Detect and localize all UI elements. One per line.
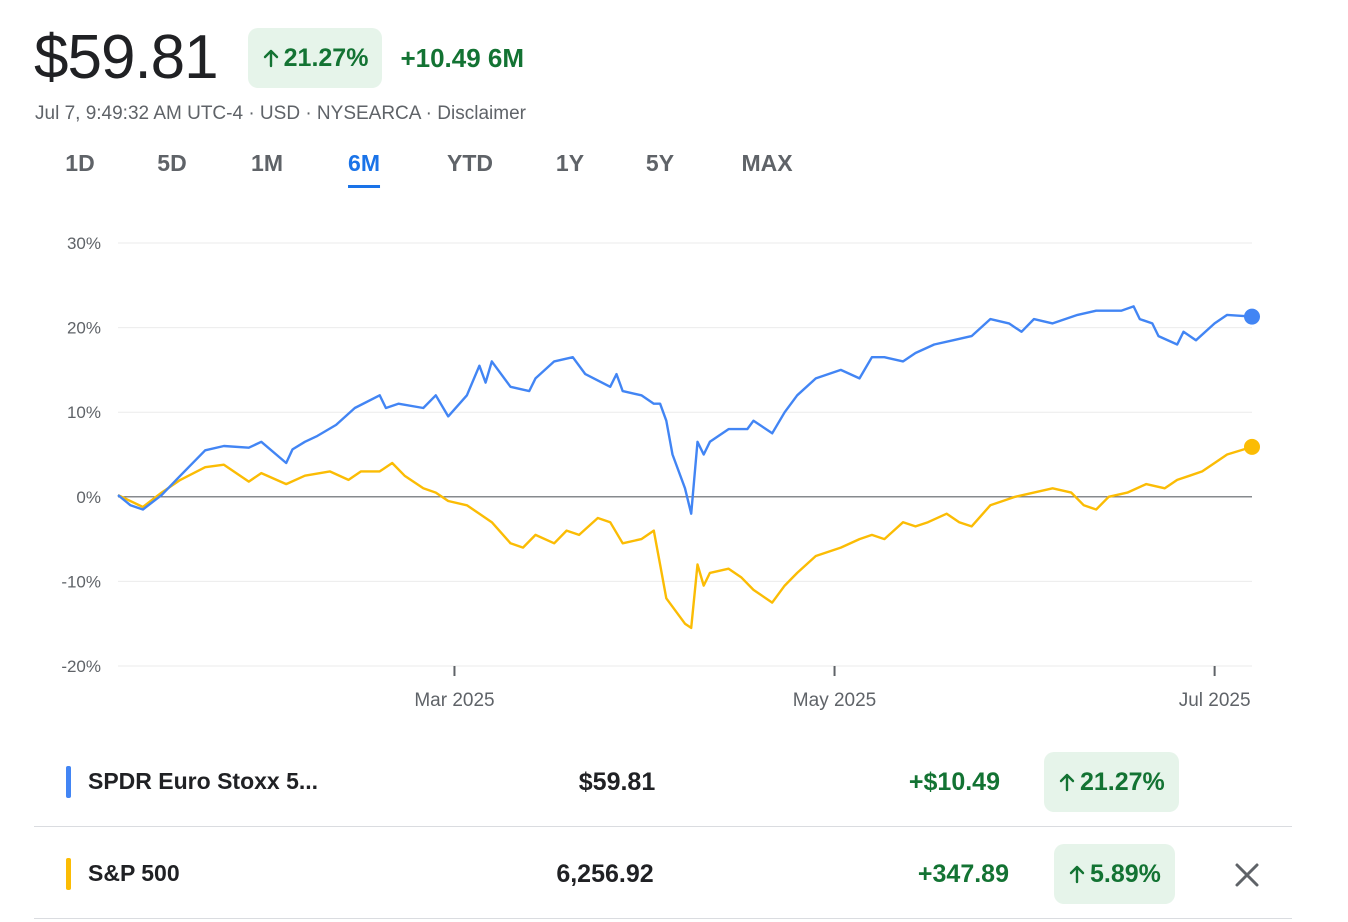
legend-row-primary[interactable]: SPDR Euro Stoxx 5... $59.81 +$10.49 21.2… [34, 738, 1292, 827]
x-tick-label: Jul 2025 [1179, 690, 1251, 711]
series-name: S&P 500 [88, 860, 180, 886]
tab-5d[interactable]: 5D [157, 150, 187, 176]
y-tick-label: 30% [67, 234, 101, 253]
series-change: +$10.49 [908, 768, 1000, 796]
series-end-point-primary [1244, 308, 1260, 325]
series-price: 6,256.92 [556, 860, 654, 888]
price-header: $59.81 21.27% +10.49 6M [34, 22, 524, 94]
y-tick-label: 10% [67, 403, 101, 422]
tab-max[interactable]: MAX [741, 150, 793, 176]
close-icon[interactable] [1232, 860, 1262, 890]
series-end-point-compare [1244, 438, 1260, 455]
series-percent: 21.27% [1080, 767, 1165, 796]
tab-1d[interactable]: 1D [65, 150, 95, 176]
series-color-bar [66, 858, 71, 890]
current-price: $59.81 [34, 23, 219, 92]
x-tick-label: Mar 2025 [414, 690, 494, 711]
percent-change-badge: 21.27% [247, 28, 383, 88]
tab-1y[interactable]: 1Y [555, 150, 585, 176]
y-tick-label: 20% [67, 319, 101, 338]
tab-6m[interactable]: 6M [348, 150, 380, 188]
series-percent-badge: 5.89% [1054, 844, 1175, 904]
range-tabs: 1D 5D 1M 6M YTD 1Y 5Y MAX [0, 150, 900, 194]
arrow-up-icon [1059, 773, 1075, 792]
quote-meta: Jul 7, 9:49:32 AM UTC-4 · USD · NYSEARCA… [35, 103, 526, 125]
y-tick-label: -20% [61, 657, 101, 676]
tab-ytd[interactable]: YTD [447, 150, 493, 176]
series-name: SPDR Euro Stoxx 5... [88, 768, 319, 794]
arrow-up-icon [263, 49, 278, 68]
disclaimer-link[interactable]: Disclaimer [437, 103, 526, 124]
comparison-chart[interactable]: 30% 20% 10% 0% -10% -20% Mar 2025 May 2025 Jul 2… [0, 220, 1300, 720]
series-line-primary [117, 305, 1253, 515]
y-tick-label: 0% [76, 488, 101, 507]
absolute-change: +10.49 6M [400, 42, 525, 73]
series-change: +347.89 [917, 860, 1009, 888]
percent-change-value: 21.27% [283, 43, 369, 72]
series-line-compare [117, 445, 1253, 630]
y-tick-label: -10% [61, 572, 101, 591]
series-price: $59.81 [578, 768, 656, 796]
arrow-up-icon [1069, 865, 1085, 884]
quote-meta-text: Jul 7, 9:49:32 AM UTC-4 · USD · NYSEARCA… [35, 103, 438, 124]
tab-1m[interactable]: 1M [251, 150, 283, 176]
series-percent: 5.89% [1090, 859, 1161, 888]
series-color-bar [66, 766, 71, 798]
legend-row-compare[interactable]: S&P 500 6,256.92 +347.89 5.89% [34, 830, 1292, 919]
tab-5y[interactable]: 5Y [645, 150, 675, 176]
x-tick-label: May 2025 [793, 690, 876, 711]
series-percent-badge: 21.27% [1044, 752, 1179, 812]
